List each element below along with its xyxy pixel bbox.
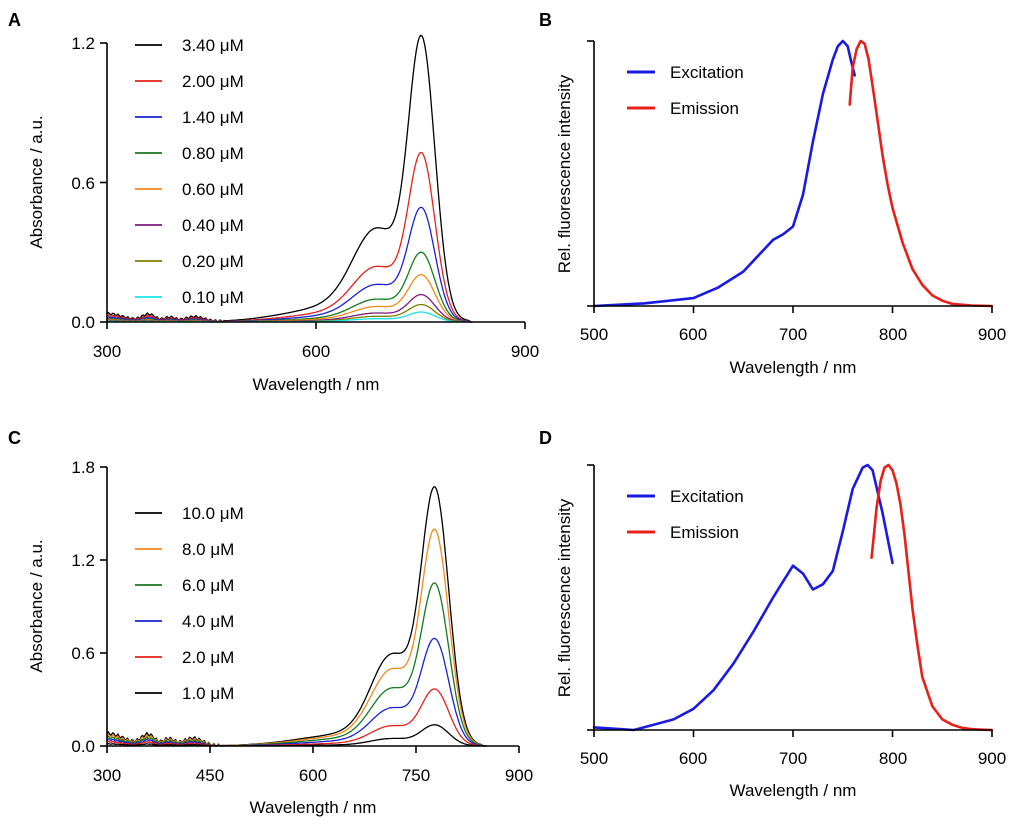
panel-d-y-axis-label: Rel. fluorescence intensity	[555, 498, 574, 697]
legend-label-3-40-m: 3.40 μM	[182, 36, 244, 55]
series-line-0-60-m	[106, 274, 473, 323]
series-line-10-0-m	[106, 486, 487, 747]
legend-label-4-0-m: 4.0 μM	[182, 612, 234, 631]
panel-d-curves	[592, 463, 994, 732]
panel-b-legend: Excitation Emission	[627, 63, 744, 118]
panel-a-ytick-label: 0.0	[71, 313, 95, 332]
series-line-4-0-m	[106, 637, 487, 747]
legend-label-2-00-m: 2.00 μM	[182, 72, 244, 91]
panel-b-xtick-label: 700	[779, 325, 807, 344]
panel-d: D 500 600 700 800 900 Wavelength / nm Re…	[539, 428, 1006, 800]
legend-label-0-10-m: 0.10 μM	[182, 288, 244, 307]
panel-a-xtick-label: 300	[93, 342, 121, 361]
panel-c-xtick-label: 750	[402, 766, 430, 785]
panel-a-ytick-label: 1.2	[71, 34, 95, 53]
panel-c: C 1.8 1.2 0.6 0.0 300 450 600 750 900 Wa…	[8, 428, 533, 817]
panel-a-xtick-label: 900	[511, 342, 539, 361]
panel-c-legend: 10.0 μM 8.0 μM 6.0 μM 4.0 μM 2.0 μM 1.0 μM	[135, 504, 244, 703]
series-line-8-0-m	[106, 528, 487, 747]
panel-b-xtick-label: 900	[978, 325, 1006, 344]
panel-b-xtick-label: 600	[679, 325, 707, 344]
panel-letter-c: C	[8, 428, 21, 448]
panel-c-ticks	[100, 466, 520, 753]
panel-b-ticks	[587, 40, 993, 313]
panel-a-xtick-label: 600	[302, 342, 330, 361]
panel-a-legend: 3.40 μM 2.00 μM 1.40 μM 0.80 μM 0.60 μM 0.40 …	[135, 36, 244, 307]
panel-d-xtick-label: 500	[580, 749, 608, 768]
panel-c-xtick-label: 600	[299, 766, 327, 785]
panel-b-xtick-label: 500	[580, 325, 608, 344]
panel-a-x-axis-label: Wavelength / nm	[253, 375, 380, 394]
series-line-0-80-m	[106, 251, 473, 323]
panel-c-ytick-label: 0.6	[71, 644, 95, 663]
series-line-2-0-m	[106, 688, 487, 747]
legend-label-1-0-m: 1.0 μM	[182, 684, 234, 703]
series-line-emission	[870, 463, 994, 732]
legend-label-10-0-m: 10.0 μM	[182, 504, 244, 523]
panel-d-xtick-label: 800	[879, 749, 907, 768]
panel-c-ytick-label: 0.0	[71, 737, 95, 756]
panel-b-y-axis-label: Rel. fluorescence intensity	[555, 74, 574, 273]
panel-c-xtick-label: 300	[93, 766, 121, 785]
panel-d-legend: Excitation Emission	[627, 487, 744, 542]
panel-b: B 500 600 700 800 900 Wavelength / nm Re…	[539, 10, 1006, 377]
legend-label-emission: Emission	[670, 99, 739, 118]
panel-letter-b: B	[539, 10, 552, 30]
panel-a-ticks	[100, 42, 526, 329]
panel-c-ytick-label: 1.2	[71, 551, 95, 570]
legend-label-1-40-m: 1.40 μM	[182, 108, 244, 127]
legend-label-6-0-m: 6.0 μM	[182, 576, 234, 595]
series-line-3-40-m	[106, 34, 473, 323]
legend-label-0-80-m: 0.80 μM	[182, 144, 244, 163]
panel-a-ytick-label: 0.6	[71, 174, 95, 193]
panel-c-y-axis-label: Absorbance / a.u.	[27, 539, 46, 672]
panel-b-xtick-label: 800	[879, 325, 907, 344]
legend-label-excitation: Excitation	[670, 63, 744, 82]
series-line-excitation	[592, 463, 894, 732]
series-line-emission	[848, 39, 994, 308]
legend-label-2-0-m: 2.0 μM	[182, 648, 234, 667]
legend-label-0-60-m: 0.60 μM	[182, 180, 244, 199]
legend-label-emission: Emission	[670, 523, 739, 542]
panel-d-xtick-label: 700	[779, 749, 807, 768]
panel-c-ytick-label: 1.8	[71, 458, 95, 477]
panel-a-curves	[106, 34, 473, 323]
series-line-6-0-m	[106, 582, 487, 747]
series-line-2-00-m	[106, 151, 473, 323]
panel-letter-a: A	[8, 10, 21, 30]
panel-b-x-axis-label: Wavelength / nm	[730, 358, 857, 377]
panel-c-x-axis-label: Wavelength / nm	[250, 798, 377, 817]
panel-b-curves	[592, 39, 994, 308]
panel-a-y-axis-label: Absorbance / a.u.	[27, 115, 46, 248]
legend-label-0-40-m: 0.40 μM	[182, 216, 244, 235]
panel-d-xtick-label: 600	[679, 749, 707, 768]
panel-a: A 1.2 0.6 0.0 300 600 900 Wavelength / n…	[8, 10, 539, 394]
series-line-1-40-m	[106, 206, 473, 323]
panel-c-xtick-label: 450	[196, 766, 224, 785]
panel-letter-d: D	[539, 428, 552, 448]
panel-c-xtick-label: 900	[505, 766, 533, 785]
panel-d-x-axis-label: Wavelength / nm	[730, 781, 857, 800]
series-line-excitation	[592, 39, 856, 308]
panel-d-xtick-label: 900	[978, 749, 1006, 768]
legend-label-0-20-m: 0.20 μM	[182, 252, 244, 271]
panel-c-curves	[106, 486, 487, 747]
panel-d-ticks	[587, 464, 993, 737]
legend-label-8-0-m: 8.0 μM	[182, 540, 234, 559]
legend-label-excitation: Excitation	[670, 487, 744, 506]
